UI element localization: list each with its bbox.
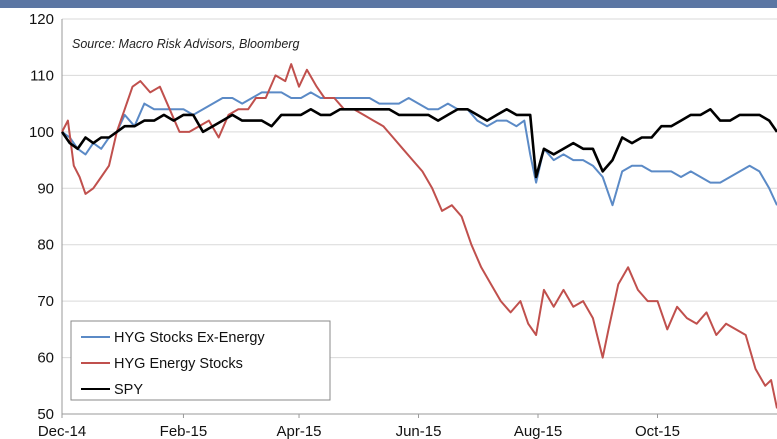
legend-box [70,320,331,401]
y-tick-label: 80 [37,237,54,254]
series-lines [60,63,777,409]
y-tick-label: 110 [30,67,54,84]
y-tick-label: 90 [37,180,54,197]
x-tick-label: Aug-15 [514,423,562,439]
x-tick-label: Feb-15 [160,423,208,439]
y-tick-label: 60 [37,350,54,367]
y-tick-label: 100 [29,124,54,141]
y-tick-label: 50 [37,406,54,423]
x-tick-label: Apr-15 [277,423,322,439]
legend-label: HYG Stocks Ex-Energy [114,330,265,346]
legend: HYG Stocks Ex-Energy HYG Energy Stocks SPY [70,320,331,401]
x-tick-label: Oct-15 [635,423,680,439]
x-tick-labels: Dec-14 Feb-15 Apr-15 Jun-15 Aug-15 Oct-15 [38,423,680,439]
legend-label: SPY [114,382,143,398]
source-note: Source: Macro Risk Advisors, Bloomberg [72,37,299,51]
y-tick-label: 120 [29,11,54,28]
series-line-spy [60,108,777,179]
x-tick-label: Jun-15 [396,423,442,439]
gridlines [62,18,777,359]
legend-label: HYG Energy Stocks [114,356,243,372]
series-line-hyg-energy-stocks [61,63,777,409]
x-tick-label: Dec-14 [38,423,86,439]
top-accent-bar [0,0,777,8]
axes [61,19,777,418]
y-tick-labels: 50 60 70 80 90 100 110 120 [29,11,54,423]
y-tick-label: 70 [37,293,54,310]
